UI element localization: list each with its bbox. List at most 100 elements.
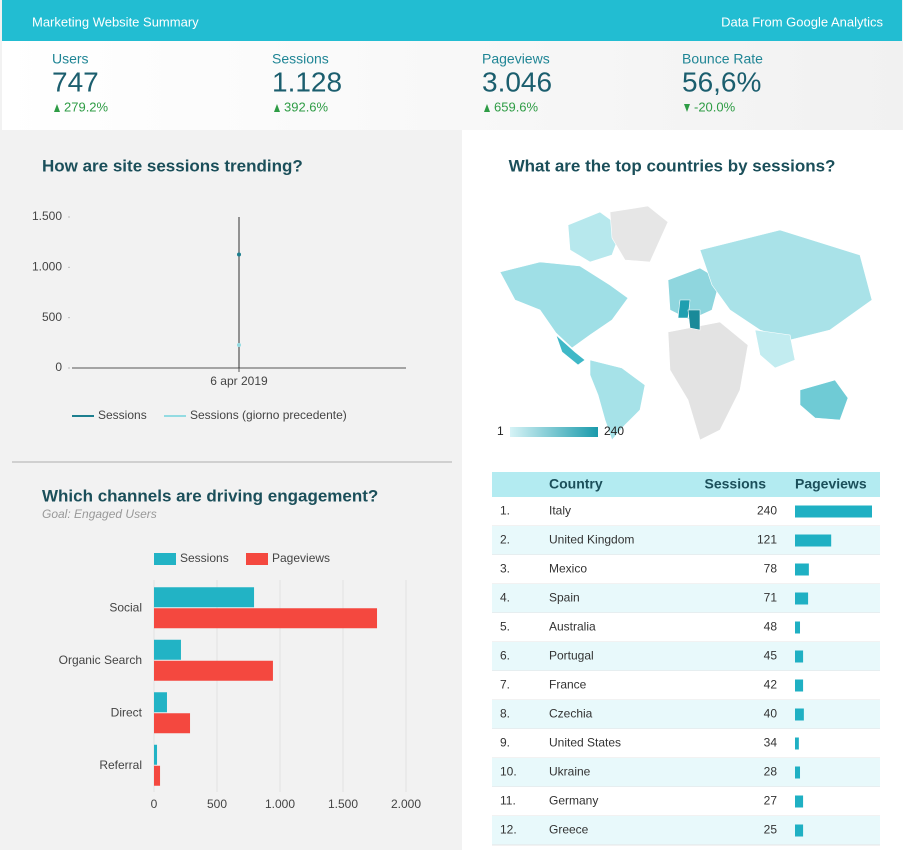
header-source: Data From Google Analytics [721,14,883,29]
pageviews-bar [795,650,804,663]
table-header [492,472,880,497]
table-row [492,613,880,642]
bar [154,660,273,681]
bar [154,639,181,660]
pageviews-bar [795,679,804,692]
row-sessions: 34 [764,736,778,750]
table-row [492,787,880,816]
table-row [492,700,880,729]
row-sessions: 240 [757,504,777,518]
pageviews-bar [795,563,809,576]
y-tick-label: Direct [111,705,143,719]
row-sessions: 121 [757,533,777,547]
row-country: Australia [549,620,596,634]
row-rank: 8. [500,707,510,721]
row-country: Portugal [549,649,594,663]
legend-swatch [246,553,268,565]
row-country: Italy [549,504,571,518]
chart-title: How are site sessions trending? [42,156,303,175]
row-country: Germany [549,794,598,808]
kpi-value: 1.128 [272,66,342,97]
row-rank: 9. [500,736,510,750]
bar [154,692,167,713]
table-row [492,671,880,700]
legend-label: Pageviews [272,551,330,565]
kpi-label: Sessions [272,51,329,67]
y-tick-label: Organic Search [59,653,142,667]
pageviews-bar [795,737,799,750]
y-tick-label: Social [109,600,142,614]
x-tick-label: 6 apr 2019 [210,374,268,388]
kpi-change: 279.2% [64,99,109,114]
pageviews-bar [795,621,801,634]
chart-subtitle: Goal: Engaged Users [42,507,157,521]
kpi-value: 3.046 [482,66,552,97]
kpi-value: 56,6% [682,66,761,97]
row-rank: 3. [500,562,510,576]
pageviews-bar [795,766,801,779]
map-legend-gradient [510,427,598,437]
y-tick-label: 0 [55,360,62,374]
row-sessions: 27 [764,794,778,808]
row-country: United States [549,736,621,750]
x-tick-label: 2.000 [391,797,421,811]
chart-title: Which channels are driving engagement? [42,486,378,505]
table-row [492,816,880,845]
row-rank: 1. [500,504,510,518]
kpi-change: 392.6% [284,99,329,114]
bar [154,744,158,765]
row-sessions: 42 [764,678,778,692]
kpi-arrow [684,104,690,112]
kpi-change: 659.6% [494,99,539,114]
map-title: What are the top countries by sessions? [509,156,836,175]
y-tick-label: Referral [99,758,142,772]
kpi-label: Users [52,51,89,67]
kpi-label: Bounce Rate [682,51,763,67]
kpi-arrow [484,104,490,112]
pageviews-bar [795,824,804,837]
table-row [492,729,880,758]
row-country: Czechia [549,707,593,721]
kpi-value: 747 [52,66,99,97]
row-country: Mexico [549,562,587,576]
row-sessions: 48 [764,620,778,634]
legend-label: Sessions [180,551,229,565]
data-point [237,252,241,257]
row-sessions: 28 [764,765,778,779]
kpi-label: Pageviews [482,51,550,67]
table-row [492,555,880,584]
row-sessions: 40 [764,707,778,721]
kpi-arrow [274,104,280,112]
kpi-arrow [54,104,60,112]
x-tick-label: 500 [207,797,227,811]
pageviews-bar [795,592,809,605]
row-sessions: 25 [764,823,778,837]
column-header: Country [549,476,603,492]
bar [154,765,161,786]
x-tick-label: 0 [151,797,158,811]
row-country: France [549,678,587,692]
map-legend-min: 1 [497,424,504,438]
row-rank: 12. [500,823,517,837]
table-row [492,758,880,787]
bar [154,713,191,734]
column-header: Sessions [705,476,767,492]
row-rank: 4. [500,591,510,605]
row-country: Greece [549,823,589,837]
table-row [492,642,880,671]
header-title: Marketing Website Summary [32,14,199,29]
row-rank: 6. [500,649,510,663]
pageviews-bar [795,534,832,547]
map-legend-max: 240 [604,424,624,438]
legend-label: Sessions [98,408,147,422]
row-sessions: 71 [764,591,778,605]
data-point [237,342,241,347]
row-rank: 2. [500,533,510,547]
x-tick-label: 1.000 [265,797,295,811]
y-tick-label: 1.500 [32,209,62,223]
header-bar [2,0,902,41]
kpi-band [2,41,902,130]
y-tick-label: 1.000 [32,260,62,274]
